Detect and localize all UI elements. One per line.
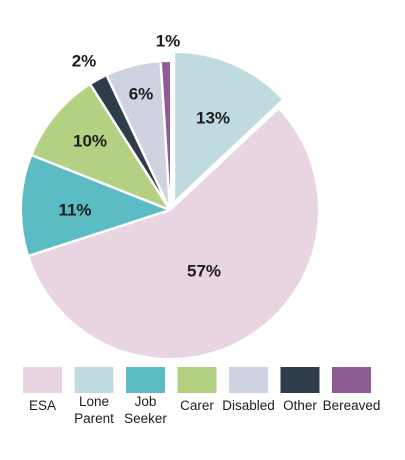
legend-item-disabled: Disabled xyxy=(222,367,275,413)
data-label-carer: 10% xyxy=(73,131,107,150)
legend-swatch xyxy=(280,367,320,393)
chart-legend: ESA Lone Parent Job Seeker Carer Disabled Other… xyxy=(23,367,380,426)
data-label-other: 2% xyxy=(72,51,97,70)
data-label-job-seeker: 11% xyxy=(58,200,91,219)
slice-separator xyxy=(169,107,279,211)
pie-slice-lone-parent xyxy=(173,52,282,201)
legend-item-esa: ESA xyxy=(23,367,62,413)
data-label-disabled: 6% xyxy=(129,84,154,103)
legend-label: Seeker xyxy=(124,411,167,426)
pie-data-labels: 13% 57% 11% 10% 2% 6% 1% xyxy=(58,31,230,280)
pie-slice-esa xyxy=(29,108,318,358)
legend-swatch xyxy=(126,367,165,393)
slice-separator xyxy=(31,154,171,212)
legend-item-bereaved: Bereaved xyxy=(323,367,381,413)
legend-label: Other xyxy=(283,398,317,413)
legend-label: Lone xyxy=(79,394,109,409)
legend-label: Carer xyxy=(180,398,214,413)
legend-label: Bereaved xyxy=(323,398,381,413)
pie-slices xyxy=(21,52,318,358)
legend-swatch xyxy=(332,367,371,393)
data-label-esa: 57% xyxy=(187,261,221,280)
legend-label: ESA xyxy=(29,398,56,413)
legend-label: Parent xyxy=(74,411,114,426)
legend-item-job-seeker: Job Seeker xyxy=(124,367,167,426)
legend-item-other: Other xyxy=(280,367,320,413)
legend-label: Disabled xyxy=(222,398,275,413)
legend-swatch xyxy=(177,367,217,393)
legend-label: Job xyxy=(135,394,157,409)
data-label-bereaved: 1% xyxy=(156,31,181,50)
pie-slice-disabled xyxy=(106,62,170,210)
slice-separator xyxy=(159,62,172,211)
slice-separator xyxy=(89,84,172,211)
legend-swatch xyxy=(74,367,114,393)
legend-item-carer: Carer xyxy=(177,367,217,413)
data-label-lone-parent: 13% xyxy=(196,108,230,127)
slice-separator xyxy=(105,75,172,211)
pie-slice-carer xyxy=(32,85,170,210)
legend-swatch xyxy=(23,367,62,393)
legend-item-lone-parent: Lone Parent xyxy=(74,367,114,426)
legend-swatch xyxy=(229,367,268,393)
pie-slice-job-seeker xyxy=(21,155,170,256)
slice-separator xyxy=(28,208,171,257)
